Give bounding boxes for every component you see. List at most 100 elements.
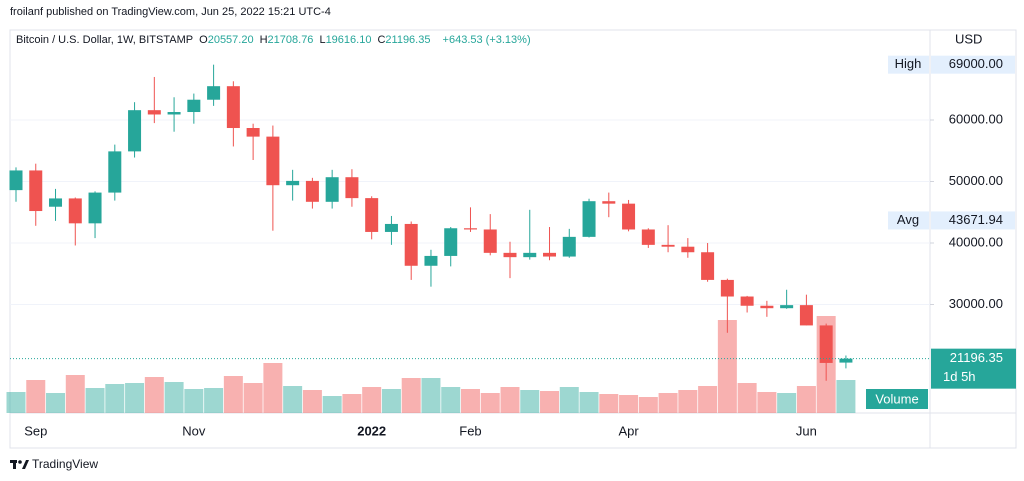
brand-logo	[10, 460, 29, 469]
volume-bar	[717, 320, 737, 413]
marker-value: 69000.00	[949, 56, 1003, 71]
volume-bar	[836, 380, 856, 413]
grid	[10, 119, 930, 306]
volume-bar	[164, 382, 184, 413]
volume-bar	[757, 392, 777, 413]
volume-bar	[204, 388, 224, 413]
volume-bar	[698, 386, 718, 413]
candle-body	[246, 128, 260, 137]
legend-key: L	[319, 34, 326, 46]
volume-label-box	[866, 389, 928, 409]
volume-bar	[144, 377, 164, 413]
candle-body	[384, 223, 398, 232]
symbol-title: Bitcoin / U.S. Dollar, 1W, BITSTAMP	[16, 34, 194, 46]
candle-body	[839, 358, 853, 363]
volume-bar	[283, 386, 303, 413]
candle-body	[622, 203, 636, 230]
legend-value: 21196.35	[385, 34, 431, 46]
volume-bar	[85, 388, 105, 413]
volume-bar	[65, 375, 85, 413]
y-tick-label: 50000.00	[949, 173, 1003, 188]
candle-body	[543, 252, 557, 257]
volume-bar	[6, 392, 26, 413]
candle-body	[9, 170, 23, 191]
x-tick-label: Jun	[796, 423, 817, 438]
byline: froilanf published on TradingView.com, J…	[10, 6, 331, 18]
candle-body	[167, 112, 181, 115]
volume-bar	[401, 378, 421, 413]
volume-bar	[322, 396, 342, 413]
volume-bar	[737, 383, 757, 413]
volume-bar	[599, 394, 619, 413]
volume-bar	[263, 363, 283, 413]
volume-bar	[678, 390, 698, 413]
candle-body	[523, 252, 537, 258]
volume-bar	[125, 383, 145, 413]
candle-body	[720, 279, 734, 297]
volume-bar	[362, 387, 382, 413]
currency: USD	[955, 31, 982, 46]
candle-body	[68, 198, 82, 224]
legend-value: 20557.20	[207, 34, 254, 46]
volume-bar	[243, 383, 263, 413]
volume-bar	[381, 389, 401, 413]
volume-bar	[302, 390, 322, 413]
candle-body	[463, 228, 477, 230]
marker-name: High	[895, 56, 922, 71]
volume-bar	[223, 376, 243, 413]
candle-body	[444, 228, 458, 256]
x-tick-label: Apr	[618, 423, 639, 438]
volume-bar	[421, 378, 441, 413]
volume-bar	[480, 393, 500, 413]
candle-body	[701, 252, 715, 280]
y-tick-label: 30000.00	[949, 296, 1003, 311]
candle-body	[226, 86, 240, 129]
candle-body	[187, 99, 201, 113]
candle-body	[503, 252, 517, 258]
volume-bar	[460, 389, 480, 413]
legend-value: 19616.10	[325, 34, 372, 46]
candle-body	[147, 110, 161, 115]
candle-body	[562, 236, 576, 257]
volume-bar	[500, 387, 520, 413]
candle-body	[819, 325, 833, 363]
marker-name: Avg	[897, 212, 919, 227]
legend: Bitcoin / U.S. Dollar, 1W, BITSTAMP O205…	[16, 34, 537, 46]
marker-value-box	[931, 211, 1015, 230]
marker-value: 43671.94	[949, 212, 1003, 227]
marker-name-box	[888, 211, 929, 230]
volume-bar	[540, 391, 560, 413]
legend-key: C	[377, 34, 386, 46]
x-tick-label: Nov	[182, 423, 206, 438]
volume-bar	[579, 392, 599, 413]
legend-key: O	[199, 34, 208, 46]
volume-bar	[441, 387, 461, 413]
candle-body	[424, 255, 438, 266]
volume-bar	[520, 390, 540, 413]
x-tick-label: 2022	[357, 423, 386, 438]
volume-bar	[184, 389, 204, 413]
countdown: 1d 5h	[943, 369, 976, 384]
candle-body	[108, 151, 122, 193]
volume-bar	[26, 380, 46, 413]
volume-bar	[619, 395, 639, 413]
candles	[9, 64, 853, 381]
candle-body	[760, 305, 774, 309]
candle-body	[266, 136, 280, 186]
candle-body	[404, 223, 418, 266]
candle-body	[641, 229, 655, 245]
candle-body	[325, 177, 339, 202]
legend-key: H	[259, 34, 268, 46]
x-tick-label: Feb	[459, 423, 481, 438]
marker-value-box	[931, 55, 1015, 74]
candle-body	[740, 296, 754, 306]
volume-bars	[6, 316, 856, 413]
y-tick-label: 60000.00	[949, 111, 1003, 126]
volume-label: Volume	[875, 391, 918, 406]
legend-value: 21708.76	[267, 34, 314, 46]
volume-bar	[638, 397, 658, 413]
candle-body	[483, 229, 497, 253]
volume-bar	[342, 394, 362, 413]
last-price-box	[931, 348, 1016, 389]
